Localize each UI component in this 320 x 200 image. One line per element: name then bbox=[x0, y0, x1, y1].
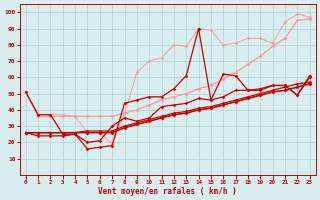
X-axis label: Vent moyen/en rafales ( km/h ): Vent moyen/en rafales ( km/h ) bbox=[98, 187, 237, 196]
